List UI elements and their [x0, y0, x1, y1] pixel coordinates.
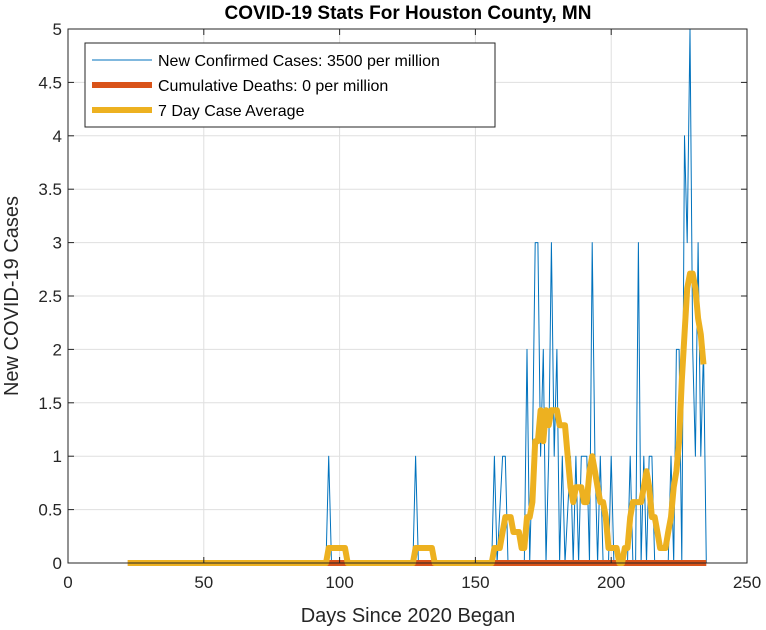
legend-box	[84, 42, 496, 128]
y-tick-label: 1	[53, 447, 62, 466]
y-tick-label: 0.5	[38, 501, 62, 520]
x-tick-label: 250	[733, 573, 761, 592]
x-tick-label: 100	[325, 573, 353, 592]
x-tick-label: 50	[194, 573, 213, 592]
x-tick-label: 200	[597, 573, 625, 592]
y-tick-label: 0	[53, 554, 62, 573]
x-tick-label: 150	[461, 573, 489, 592]
x-tick-label: 0	[63, 573, 72, 592]
x-axis-label: Days Since 2020 Began	[301, 605, 516, 627]
legend-label-7day-average: 7 Day Case Average	[158, 103, 305, 120]
legend: New Confirmed Cases: 3500 per million Cu…	[84, 42, 496, 128]
chart-title: COVID-19 Stats For Houston County, MN	[225, 3, 592, 24]
y-tick-label: 2.5	[38, 287, 62, 306]
ticks: 0 50 100 150 200 250 0 0.5 1 1.5 2 2.5 3 3.5 4 4.5 5	[38, 20, 761, 592]
y-tick-label: 4.5	[38, 73, 62, 92]
y-tick-label: 4	[53, 127, 62, 146]
series-line-7day-average	[127, 270, 707, 566]
y-tick-label: 5	[53, 20, 62, 39]
y-tick-label: 2	[53, 340, 62, 359]
y-axis-label: New COVID-19 Cases	[1, 196, 23, 396]
legend-label-new-cases: New Confirmed Cases: 3500 per million	[158, 53, 440, 70]
y-tick-label: 3.5	[38, 180, 62, 199]
y-tick-label: 1.5	[38, 394, 62, 413]
y-tick-label: 3	[53, 234, 62, 253]
legend-label-deaths: Cumulative Deaths: 0 per million	[158, 78, 388, 95]
